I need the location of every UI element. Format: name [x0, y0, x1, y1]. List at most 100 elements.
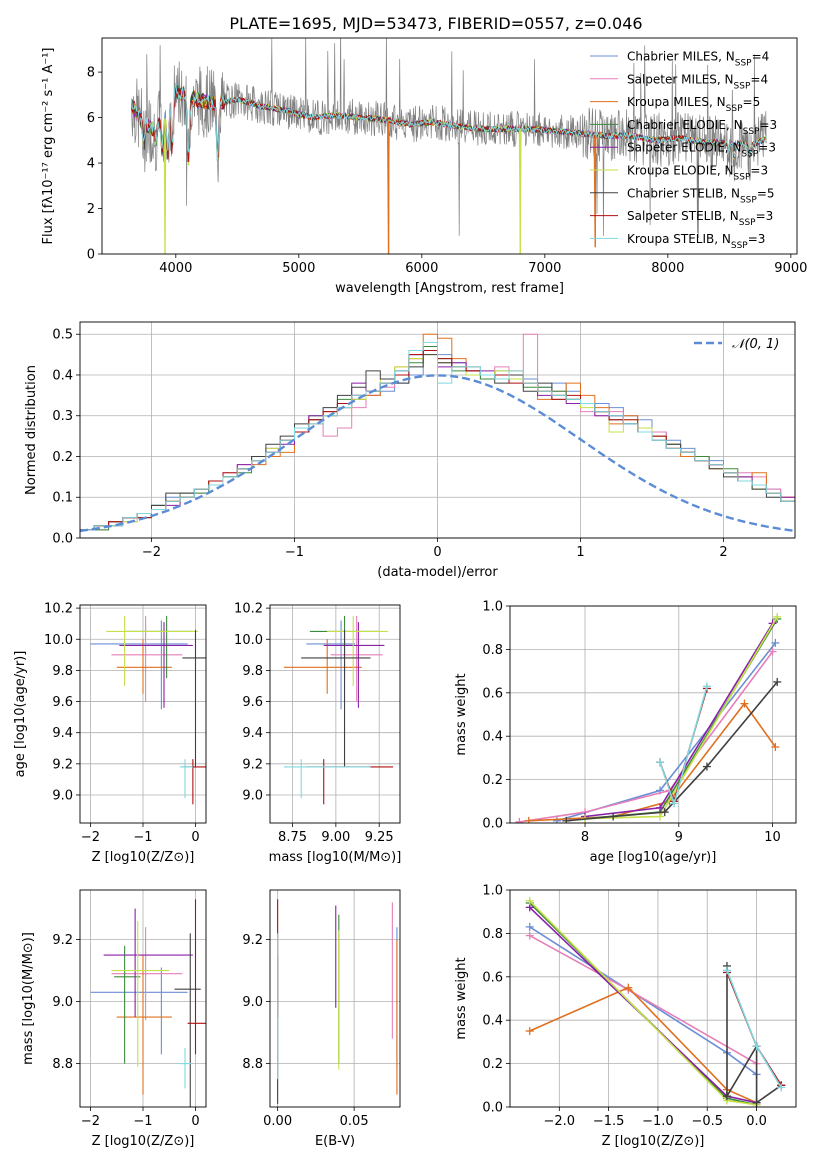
- panel-weight_vs_age: 8 9 10 0.0 0.2 0.4 0.6 0.8 1.0 age [log10(age/yr)…: [454, 600, 797, 865]
- x-tick-label: 8: [581, 830, 589, 845]
- panel-mass_vs_Z: −2 −1 0 8.8 9.0 9.2 Z [log10(Z/Z⊙)] mass [log10…: [21, 889, 207, 1149]
- x-axis-label: wavelength [Angstrom, rest frame]: [335, 281, 564, 296]
- x-tick-label: −2: [81, 830, 100, 845]
- x-tick-label: −1: [133, 1114, 152, 1129]
- errorbar-chabrier-stelib: [301, 629, 371, 767]
- axes-frame: [509, 605, 797, 824]
- y-tick-label: 9.0: [242, 995, 263, 1010]
- y-axis-label: Normed distribution: [24, 365, 39, 495]
- x-tick-label: 8.75: [278, 830, 307, 845]
- x-axis-label: Z [log10(Z/Z⊙)]: [92, 850, 195, 865]
- axes-frame: [79, 604, 207, 824]
- errorbar-chabrier-elodie: [114, 945, 141, 1064]
- marker-plus: [771, 743, 780, 752]
- x-tick-label: 9.25: [365, 830, 394, 845]
- y-tick-label: 0.0: [52, 532, 73, 547]
- y-tick-label: 9.2: [52, 757, 73, 772]
- marker-plus: [524, 816, 533, 823]
- errorbar-kroupa-stelib: [178, 1048, 192, 1089]
- plot-area: [80, 333, 795, 533]
- y-tick-label: 9.0: [242, 788, 263, 803]
- x-tick-label: 0: [433, 545, 441, 560]
- y-axis-label: mass weight: [454, 957, 469, 1039]
- marker-plus: [609, 812, 618, 821]
- x-tick-label: 9.00: [321, 830, 350, 845]
- weight-line-kroupa-miles: [528, 702, 777, 822]
- plot-area: [515, 612, 782, 823]
- errorbar-salpeter-stelib: [306, 759, 394, 805]
- x-tick-label: −1.5: [593, 1114, 625, 1129]
- y-tick-label: 0.6: [482, 686, 503, 701]
- errorbar-kroupa-elodie: [327, 615, 388, 686]
- legend-label: 𝒩(0, 1): [732, 337, 779, 352]
- marker-plus: [722, 966, 731, 975]
- errorbar-chabrier-elodie: [124, 615, 193, 679]
- marker-plus: [656, 758, 665, 767]
- y-tick-label: 10.2: [234, 602, 263, 617]
- x-tick-label: −0.5: [691, 1114, 723, 1129]
- legend-label: Chabrier STELIB, NSSP=5: [627, 186, 775, 205]
- plot-area: [283, 615, 394, 805]
- marker-plus: [702, 762, 711, 771]
- marker-plus: [525, 1027, 534, 1036]
- y-tick-label: 0.2: [52, 450, 73, 465]
- weight-line-chabrier-stelib: [726, 966, 782, 1105]
- marker-plus: [552, 816, 561, 823]
- x-tick-label: 9: [675, 830, 683, 845]
- legend: 𝒩(0, 1): [694, 337, 779, 352]
- x-tick-label: 8000: [651, 261, 684, 276]
- errorbar-chabrier-stelib: [174, 933, 201, 1107]
- normal-curve: [80, 374, 795, 533]
- errorbar-kroupa-elodie: [106, 615, 199, 686]
- y-tick-label: 8.8: [52, 1057, 73, 1072]
- marker-plus: [777, 1083, 786, 1092]
- weight-line-kroupa-miles: [529, 986, 757, 1104]
- x-axis-label: E(B-V): [315, 1134, 355, 1149]
- x-tick-label: 4000: [159, 261, 192, 276]
- marker-plus: [773, 612, 782, 621]
- grid: [270, 890, 400, 1107]
- x-tick-label: −2: [142, 545, 161, 560]
- x-tick-label: −2.0: [544, 1114, 576, 1129]
- errorbar-chabrier-stelib: [182, 629, 206, 767]
- y-tick-label: 0.0: [482, 1101, 503, 1116]
- x-tick-label: 6000: [405, 261, 438, 276]
- x-tick-label: 0: [191, 830, 199, 845]
- marker-plus: [768, 647, 777, 656]
- model-line-chabrier-stelib: [131, 85, 767, 159]
- marker-plus: [773, 677, 782, 686]
- marker-plus: [515, 817, 524, 823]
- errorbar-salpeter-elodie: [103, 908, 193, 1018]
- y-tick-label: 0.4: [482, 1014, 503, 1029]
- x-tick-label: −2: [81, 1114, 100, 1129]
- x-tick-label: −1: [133, 830, 152, 845]
- panel-weight_vs_Z: −2.0 −1.5 −1.0 −0.5 0.0 0.0 0.2 0.4 0.6 0.8 1.0 Z […: [454, 884, 797, 1149]
- y-tick-label: 8.8: [242, 1057, 263, 1072]
- marker-plus: [525, 922, 534, 931]
- errorbar-kroupa-stelib: [179, 759, 193, 799]
- y-tick-label: 8: [87, 66, 95, 81]
- y-axis-label: Flux [fλ10⁻¹⁷ erg cm⁻² s⁻¹ A⁻¹]: [41, 48, 56, 245]
- marker-plus: [525, 931, 534, 940]
- legend-label: Salpeter STELIB, NSSP=3: [627, 209, 773, 228]
- panel-residuals: −2 −1 0 1 2 0.0 0.1 0.2 0.3 0.4 0.5 (data-model)/er…: [24, 321, 796, 580]
- x-axis-label: Z [log10(Z/Z⊙)]: [602, 1134, 705, 1149]
- x-axis-label: mass [log10(M/M⊙)]: [269, 850, 402, 865]
- figure-title: PLATE=1695, MJD=53473, FIBERID=0557, z=0…: [229, 14, 642, 33]
- weight-line-chabrier-miles: [556, 642, 777, 822]
- marker-plus: [752, 1098, 761, 1107]
- marker-plus: [740, 699, 749, 708]
- x-tick-label: 0.05: [340, 1114, 369, 1129]
- errorbar-kroupa-miles: [116, 639, 172, 694]
- y-axis-label: age [log10(age/yr)]: [13, 651, 28, 778]
- legend-label: Salpeter MILES, NSSP=4: [627, 72, 768, 91]
- errorbar-kroupa-stelib: [283, 759, 371, 799]
- weight-line-chabrier-stelib: [566, 681, 778, 822]
- x-tick-label: 0.0: [746, 1114, 767, 1129]
- errorbar-chabrier-miles: [306, 620, 355, 710]
- y-tick-label: 0.2: [482, 1057, 503, 1072]
- axes-frame: [79, 889, 207, 1108]
- errorbar-chabrier-miles: [90, 967, 188, 1055]
- hist-salpeter-elodie: [80, 350, 795, 531]
